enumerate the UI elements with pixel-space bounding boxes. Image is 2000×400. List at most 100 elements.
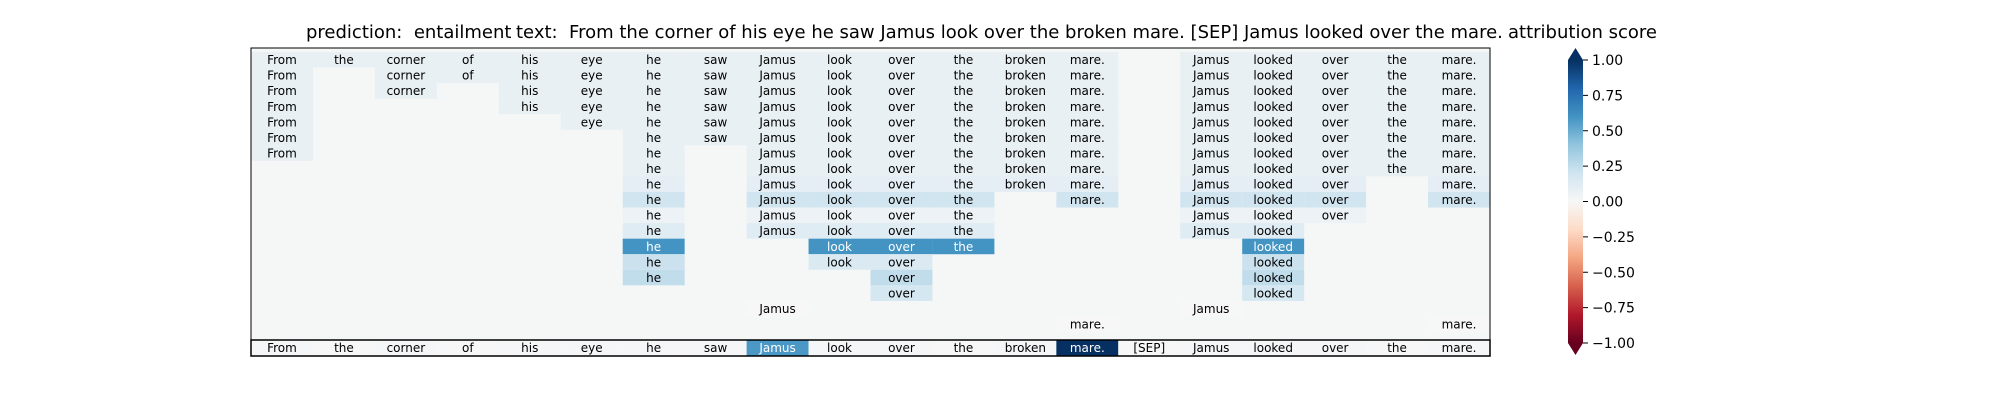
heatmap-cell [1242, 176, 1305, 192]
heatmap-cell [808, 114, 871, 130]
text-title: text: From the corner of his eye he saw … [516, 22, 1503, 43]
token-label: look [827, 255, 852, 269]
heatmap-cell [1366, 160, 1429, 177]
token-label: mare. [1070, 162, 1105, 176]
token-label: the [1387, 53, 1407, 67]
token-label: over [888, 115, 915, 129]
token-label: looked [1253, 240, 1293, 254]
heatmap-cell [1304, 52, 1367, 68]
token-label: saw [704, 69, 728, 83]
token-label: Jamus [1192, 224, 1229, 238]
token-label: look [827, 178, 852, 192]
token-label: mare. [1070, 53, 1105, 67]
colorbar-tick-label: 0.50 [1592, 124, 1623, 140]
token-label: corner [387, 84, 426, 98]
heatmap-cell [1180, 300, 1243, 317]
final-attribution-cell [498, 340, 561, 356]
heatmap-cell [1428, 114, 1490, 130]
heatmap-cell [1056, 98, 1119, 115]
heatmap-cell [870, 223, 933, 239]
heatmap-cell [870, 269, 933, 286]
heatmap-cell [870, 238, 933, 255]
token-label: From [267, 131, 297, 145]
token-label: over [888, 255, 915, 269]
token-label: mare. [1442, 193, 1477, 207]
token-label: corner [387, 69, 426, 83]
heatmap-cell [498, 98, 561, 115]
token-label: the [1387, 146, 1407, 160]
token-label: broken [1005, 146, 1046, 160]
heatmap-cell [1242, 207, 1305, 224]
heatmap-cell [1428, 176, 1490, 192]
token-label: mare. [1442, 69, 1477, 83]
token-label: looked [1253, 255, 1293, 269]
heatmap-cell [622, 176, 685, 192]
heatmap-cell [498, 52, 561, 68]
heatmap-cell [1056, 129, 1119, 146]
heatmap-cell [808, 52, 871, 68]
token-label: over [888, 146, 915, 160]
heatmap-cell [1428, 67, 1490, 84]
token-label: over [1322, 131, 1349, 145]
heatmap-cell [1304, 114, 1367, 130]
token-label: over [1322, 209, 1349, 223]
final-token-label: mare. [1442, 341, 1477, 355]
heatmap-cell [1428, 98, 1490, 115]
token-label: over [888, 53, 915, 67]
token-label: over [888, 131, 915, 145]
heatmap-cell [560, 98, 623, 115]
token-label: broken [1005, 178, 1046, 192]
heatmap-cell [1428, 145, 1490, 161]
token-label: over [1322, 69, 1349, 83]
heatmap-cell [1304, 192, 1367, 208]
heatmap-cell [1428, 83, 1490, 99]
token-label: mare. [1070, 318, 1105, 332]
final-token-label: Jamus [1192, 341, 1229, 355]
token-label: mare. [1442, 100, 1477, 114]
heatmap-cell [746, 129, 809, 146]
heatmap-cell [1366, 98, 1429, 115]
token-label: From [267, 146, 297, 160]
heatmap-cell [1428, 316, 1490, 332]
final-attribution-cell [251, 340, 313, 356]
token-label: he [646, 240, 661, 254]
token-label: From [267, 69, 297, 83]
heatmap-cell [932, 223, 995, 239]
heatmap-cell [808, 145, 871, 161]
colorbar-tick-label: 0.25 [1592, 159, 1623, 175]
final-attribution-cell [808, 340, 871, 356]
heatmap-cell [1180, 129, 1243, 146]
heatmap-cell [870, 114, 933, 130]
heatmap-cell [1180, 98, 1243, 115]
heatmap-cell [560, 67, 623, 84]
heatmap-cell [436, 52, 499, 68]
final-token-label: looked [1253, 341, 1293, 355]
colorbar-tick-label: −0.50 [1592, 265, 1635, 281]
token-label: Jamus [758, 178, 795, 192]
heatmap-cell [684, 83, 747, 99]
final-attribution-cell [1056, 340, 1119, 356]
heatmap-cell [374, 52, 437, 68]
heatmap-cell [808, 160, 871, 177]
token-label: looked [1253, 131, 1293, 145]
token-label: looked [1253, 146, 1293, 160]
token-label: mare. [1070, 100, 1105, 114]
heatmap-cell [1180, 176, 1243, 192]
final-attribution-cell [1242, 340, 1305, 356]
heatmap-cell [560, 52, 623, 68]
final-row-frame [250, 339, 1491, 357]
final-attribution-cell [1428, 340, 1490, 356]
heatmap-cell [251, 52, 313, 68]
heatmap-cell [932, 129, 995, 146]
token-label: of [462, 53, 474, 67]
heatmap-cell [870, 98, 933, 115]
token-label: looked [1253, 162, 1293, 176]
final-token-label: [SEP] [1133, 341, 1165, 355]
heatmap-cell [1242, 98, 1305, 115]
heatmap-cell [746, 176, 809, 192]
heatmap-cell [1366, 67, 1429, 84]
heatmap-cell [1366, 129, 1429, 146]
token-label: the [954, 84, 974, 98]
token-label: Jamus [758, 302, 795, 316]
heatmap-cell [1242, 129, 1305, 146]
